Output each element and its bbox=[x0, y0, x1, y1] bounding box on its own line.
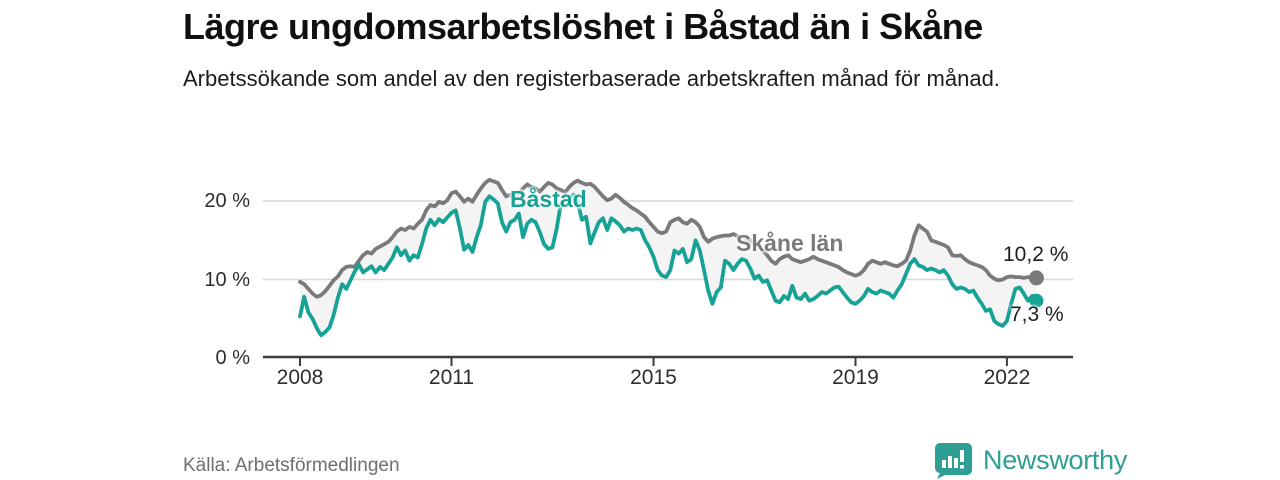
x-axis-tick-label: 2019 bbox=[832, 366, 879, 389]
end-value-label-skane: 10,2 % bbox=[1003, 243, 1069, 266]
brand-logo-lockup: Newsworthy bbox=[933, 441, 1127, 479]
y-axis-tick-label: 20 % bbox=[204, 190, 250, 212]
source-note: Källa: Arbetsförmedlingen bbox=[183, 455, 400, 476]
x-axis-tick-label: 2008 bbox=[276, 366, 324, 389]
page-title: Lägre ungdomsarbetslöshet i Båstad än i … bbox=[183, 6, 983, 47]
end-value-label-bastad: 7,3 % bbox=[1010, 303, 1064, 326]
y-axis-tick-label: 10 % bbox=[204, 268, 250, 291]
page-subtitle: Arbetssökande som andel av den registerb… bbox=[183, 66, 1000, 91]
brand-name: Newsworthy bbox=[983, 444, 1128, 475]
y-axis-tick-label: 0 % bbox=[215, 347, 250, 369]
series-label-bastad: Båstad bbox=[510, 186, 587, 212]
x-axis-tick-label: 2015 bbox=[630, 366, 677, 389]
x-axis-tick-label: 2022 bbox=[983, 366, 1031, 389]
series-label-skane: Skåne län bbox=[736, 230, 844, 256]
x-axis-tick-label: 2011 bbox=[428, 366, 475, 389]
newsworthy-bubble-icon bbox=[935, 442, 972, 479]
